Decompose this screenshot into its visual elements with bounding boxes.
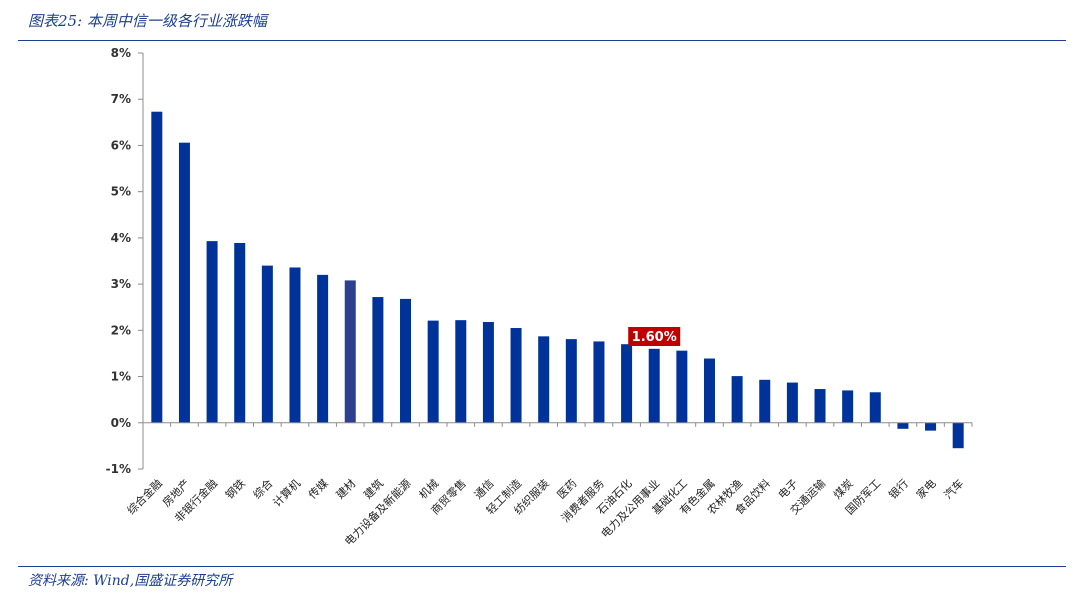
bar-20 — [676, 350, 688, 423]
bar-13 — [482, 322, 494, 423]
y-tick-label: -1% — [106, 462, 131, 476]
y-tick-label: 6% — [111, 138, 131, 152]
bar-23 — [759, 379, 771, 423]
source-note: 资料来源: Wind,国盛证券研究所 — [28, 573, 233, 589]
category-label: 传媒 — [306, 477, 331, 502]
bar-10 — [400, 298, 412, 423]
bar-22 — [731, 376, 743, 423]
bar-9 — [372, 297, 384, 423]
category-label: 银行 — [886, 476, 911, 501]
x-axis-labels: 综合金融房地产非银行金融 钢铁 综合计算机 传媒 建材 建筑电力设备及新能源 机械商贸零售通… — [124, 476, 966, 548]
bar-24 — [786, 382, 798, 423]
category-label: 计算机 — [270, 476, 303, 509]
y-tick-label: 0% — [111, 416, 131, 430]
y-tick-label: 5% — [111, 185, 131, 199]
bar-16 — [565, 339, 577, 423]
bar-15 — [538, 336, 550, 423]
annotation-box — [628, 327, 681, 346]
y-axis-ticks: -1% 0% 1% 2% 3% 4% 5% 6% 7% 8% — [106, 46, 143, 476]
annotation-label: 1.60% — [632, 330, 677, 345]
y-tick-label: 1% — [111, 370, 131, 384]
annotation: 1.60% — [628, 327, 681, 346]
category-label: 汽车 — [941, 476, 966, 501]
header-rule — [18, 40, 1066, 41]
category-label: 建材 — [333, 476, 358, 501]
bars — [151, 111, 964, 449]
bar-3 — [206, 241, 218, 423]
bar-28 — [897, 422, 909, 429]
bar-7 — [317, 274, 329, 423]
bar-18 — [621, 344, 633, 423]
y-tick-label: 3% — [111, 277, 131, 291]
y-tick-label: 4% — [111, 231, 131, 245]
bar-12 — [455, 320, 467, 423]
bar-17 — [593, 341, 605, 423]
bar-14 — [510, 328, 522, 423]
bar-27 — [869, 392, 881, 423]
bar-30 — [952, 422, 964, 449]
bar-4 — [234, 242, 246, 423]
y-tick-label: 2% — [111, 323, 131, 337]
bar-1 — [151, 111, 163, 423]
y-tick-label: 8% — [111, 46, 131, 60]
category-label: 综合金融 — [124, 476, 165, 517]
bar-25 — [814, 389, 826, 423]
category-label: 家电 — [913, 476, 938, 501]
bar-8 — [344, 280, 356, 423]
bar-29 — [925, 422, 937, 431]
category-label: 钢铁 — [223, 477, 248, 502]
y-tick-label: 7% — [111, 92, 131, 106]
bar-2 — [178, 142, 190, 423]
bar-26 — [842, 390, 854, 423]
chart-title: 图表25: 本周中信一级各行业涨跌幅 — [28, 12, 267, 30]
bar-19 — [648, 348, 660, 423]
axes — [142, 53, 973, 469]
footer-rule — [18, 566, 1066, 567]
bar-21 — [703, 358, 715, 423]
bar-11 — [427, 320, 439, 423]
bar-5 — [261, 265, 273, 423]
bar-6 — [289, 267, 301, 423]
